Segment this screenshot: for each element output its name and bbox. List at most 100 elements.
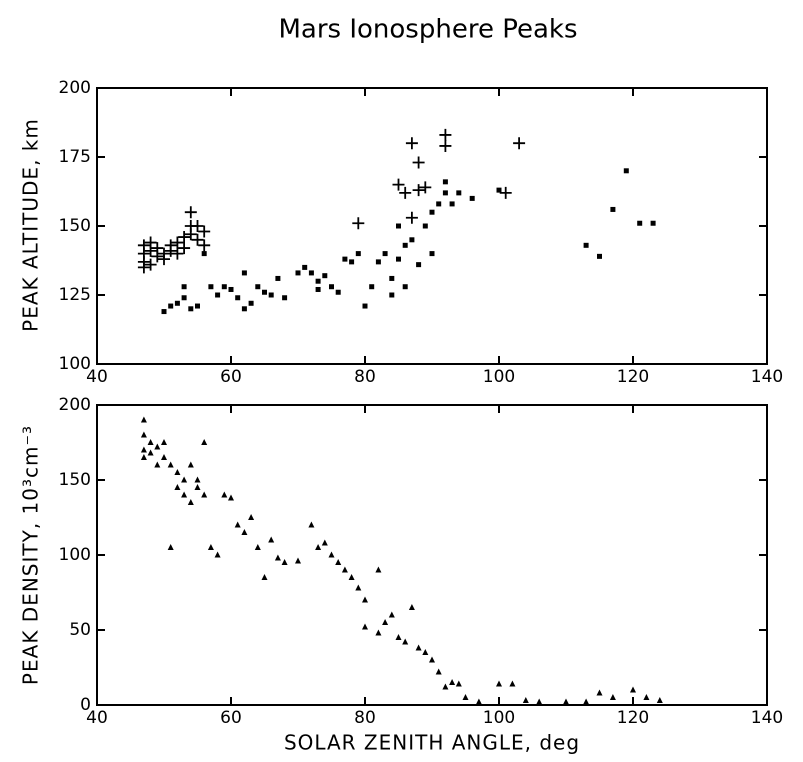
square-marker <box>335 289 341 295</box>
triangle-marker <box>475 698 482 705</box>
square-marker <box>369 284 375 290</box>
square-marker <box>449 201 455 207</box>
triangle-marker <box>375 629 382 636</box>
square-marker <box>375 259 381 265</box>
triangle-marker <box>174 484 181 490</box>
triangle-marker <box>388 611 395 618</box>
x-tick-label: 80 <box>354 367 376 387</box>
plus-marker <box>198 239 211 252</box>
plus-marker <box>405 211 418 224</box>
x-tick-label: 40 <box>86 708 108 728</box>
plus-marker <box>171 236 184 249</box>
triangle-marker <box>362 596 368 603</box>
x-axis-label: SOLAR ZENITH ANGLE, deg <box>284 731 580 755</box>
plus-marker <box>158 253 170 266</box>
plus-marker <box>399 186 412 199</box>
square-marker <box>302 264 308 270</box>
triangle-marker <box>509 680 516 687</box>
square-marker <box>402 284 408 290</box>
triangle-marker <box>630 686 636 693</box>
triangle-marker <box>583 698 590 705</box>
triangle-marker <box>656 697 663 703</box>
triangle-marker <box>167 461 174 468</box>
triangle-marker <box>536 698 543 705</box>
square-marker <box>188 306 194 312</box>
triangle-marker <box>415 644 422 651</box>
y-tick-label: 150 <box>59 470 91 490</box>
triangle-marker <box>375 566 382 573</box>
plus-marker <box>178 231 191 244</box>
square-marker <box>322 273 328 279</box>
triangle-marker <box>328 551 335 558</box>
square-marker <box>262 289 267 295</box>
triangle-marker <box>254 544 261 550</box>
x-tick-label: 100 <box>483 367 515 387</box>
square-marker <box>416 262 422 268</box>
square-marker <box>583 242 589 248</box>
triangle-marker <box>395 634 402 640</box>
triangle-marker <box>201 439 208 445</box>
y-tick-label: 125 <box>59 285 91 305</box>
triangle-marker <box>496 680 502 687</box>
square-marker <box>228 286 234 292</box>
x-tick-label: 80 <box>354 708 376 728</box>
triangle-marker <box>435 668 442 675</box>
triangle-marker <box>449 679 456 685</box>
square-marker <box>623 168 629 174</box>
triangle-marker <box>167 544 174 550</box>
square-marker <box>429 251 435 257</box>
x-tick-label: 120 <box>617 367 649 387</box>
y-tick-label: 50 <box>69 620 91 640</box>
triangle-marker <box>161 439 167 445</box>
y-tick-label: 200 <box>59 78 91 98</box>
triangle-marker <box>382 619 389 625</box>
plus-marker <box>184 228 197 241</box>
triangle-marker <box>140 416 147 423</box>
triangle-marker <box>147 449 154 456</box>
square-marker <box>637 220 643 226</box>
plus-marker <box>144 236 157 249</box>
square-marker <box>315 278 321 284</box>
square-marker <box>161 309 167 315</box>
plus-marker <box>352 217 365 230</box>
y-tick-label: 0 <box>80 695 91 715</box>
square-marker <box>181 284 187 290</box>
y-tick-label: 175 <box>59 147 91 167</box>
square-marker <box>308 270 314 276</box>
y-tick-label: 150 <box>59 216 91 236</box>
triangle-marker <box>408 604 415 610</box>
square-marker <box>389 292 395 298</box>
plus-marker <box>184 206 197 219</box>
square-marker <box>409 237 415 243</box>
square-marker <box>221 284 227 290</box>
triangle-marker <box>154 461 161 468</box>
triangle-marker <box>214 551 221 558</box>
x-tick-label: 40 <box>86 367 108 387</box>
square-marker <box>268 292 274 298</box>
triangle-marker <box>268 536 275 543</box>
square-marker <box>241 270 247 276</box>
square-marker <box>355 251 361 257</box>
square-marker <box>235 295 241 301</box>
plus-marker <box>439 128 452 141</box>
y-axis-label: PEAK DENSITY, 10³cm⁻³ <box>19 425 43 685</box>
square-marker <box>295 270 301 276</box>
x-tick-label: 60 <box>220 708 242 728</box>
square-marker <box>195 303 200 309</box>
triangle-marker <box>308 521 315 528</box>
triangle-marker <box>261 574 268 580</box>
plus-marker <box>191 220 204 232</box>
triangle-marker <box>274 554 281 561</box>
triangle-marker <box>161 454 167 460</box>
square-marker <box>329 284 334 290</box>
triangle-marker <box>315 544 322 550</box>
triangle-marker <box>187 461 194 468</box>
x-tick-label: 100 <box>483 708 515 728</box>
square-marker <box>168 303 174 309</box>
plus-marker <box>419 181 432 194</box>
square-marker <box>650 220 656 226</box>
square-marker <box>597 253 602 259</box>
plus-marker <box>198 225 211 238</box>
x-tick-label: 60 <box>220 367 242 387</box>
